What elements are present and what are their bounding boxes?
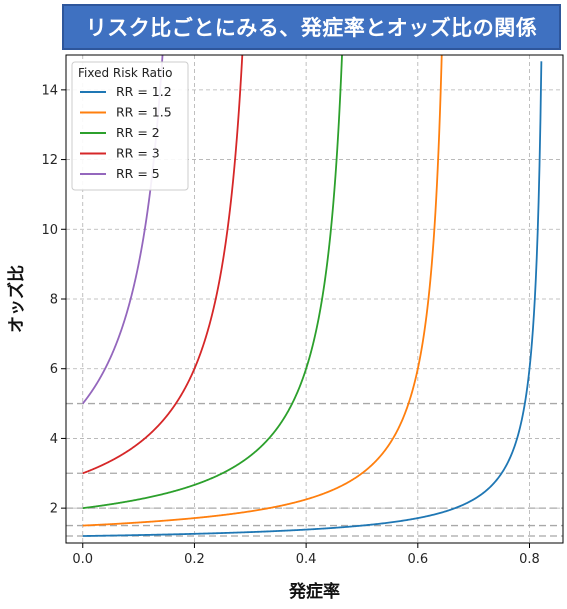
legend-entry-label: RR = 1.2: [116, 84, 172, 99]
series-line-3: [82, 55, 244, 475]
y-tick-label: 8: [50, 293, 58, 308]
y-tick-label: 14: [41, 83, 58, 98]
legend-box: [71, 61, 189, 191]
y-tick-label: 12: [41, 153, 58, 168]
title-banner: リスク比ごとにみる、発症率とオッズ比の関係: [62, 4, 561, 50]
grid: [66, 55, 563, 543]
legend: Fixed Risk Ratio RR = 1.2 RR = 1.5 RR = 2 R…: [71, 61, 189, 191]
legend-entry-label: RR = 3: [116, 146, 160, 161]
legend-entry-label: RR = 2: [116, 125, 160, 140]
series-line-2: [82, 55, 343, 510]
y-axis-label: オッズ比: [6, 265, 27, 333]
y-tick-label: 2: [50, 502, 58, 517]
legend-entry-label: RR = 5: [116, 166, 160, 181]
legend-title: Fixed Risk Ratio: [78, 66, 172, 80]
y-tick-label: 6: [50, 362, 58, 377]
x-tick-label: 0.6: [407, 552, 428, 567]
axis-ticks: 0.0 0.2 0.4 0.6 0.8 2 4 6 8 10 12 14: [41, 83, 539, 567]
x-tick-label: 0.8: [519, 552, 540, 567]
x-tick-label: 0.2: [184, 552, 205, 567]
series-line-1.5: [82, 55, 443, 527]
x-tick-label: 0.4: [296, 552, 317, 567]
legend-entry-label: RR = 1.5: [116, 105, 172, 120]
x-tick-label: 0.0: [72, 552, 93, 567]
y-tick-label: 4: [50, 432, 58, 447]
reference-lines: [66, 402, 563, 537]
series-line-1.2: [82, 61, 543, 537]
chart-title: リスク比ごとにみる、発症率とオッズ比の関係: [85, 16, 538, 40]
x-axis-label: 発症率: [288, 581, 340, 602]
y-tick-label: 10: [41, 223, 58, 238]
